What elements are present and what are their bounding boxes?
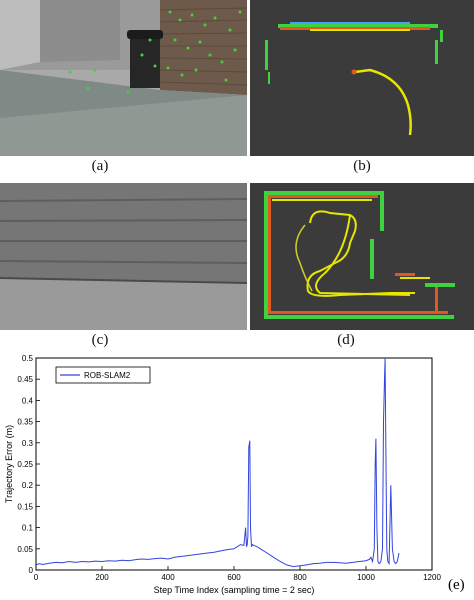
x-tick-label: 0 xyxy=(34,573,39,582)
x-tick-label: 1000 xyxy=(357,573,375,582)
y-axis-ticks: 0 0.05 0.1 0.15 0.2 0.25 0.3 0.35 0.4 0.45 0.5 xyxy=(17,354,40,575)
caption-b: (b) xyxy=(353,158,371,174)
panel-d-map-view xyxy=(250,183,474,330)
y-tick-label: 0.1 xyxy=(22,524,34,533)
map-view-d-image xyxy=(250,183,474,330)
x-tick-label: 1200 xyxy=(423,573,441,582)
y-tick-label: 0.25 xyxy=(17,460,33,469)
series-line-rob-slam2 xyxy=(35,357,400,568)
y-tick-label: 0.2 xyxy=(22,481,34,490)
map-view-b-image xyxy=(250,0,474,156)
caption-e: (e) xyxy=(448,577,465,593)
caption-c: (c) xyxy=(91,332,109,348)
y-tick-label: 0.4 xyxy=(22,396,34,405)
panel-c-camera-view xyxy=(0,183,247,330)
y-tick-label: 0.35 xyxy=(17,418,33,427)
legend-box xyxy=(55,366,151,384)
x-tick-label: 400 xyxy=(161,573,175,582)
y-tick-label: 0.5 xyxy=(22,354,34,363)
plot-area xyxy=(35,357,433,571)
x-tick-label: 800 xyxy=(293,573,307,582)
chart-e-trajectory-error: 0 0.05 0.1 0.15 0.2 0.25 0.3 0.35 0.4 0.45 0.5 0 20… xyxy=(4,354,465,595)
camera-view-a-image xyxy=(0,0,247,156)
x-axis-ticks: 0 200 400 600 800 1000 1200 xyxy=(34,566,441,582)
y-tick-label: 0.3 xyxy=(22,439,34,448)
y-tick-label: 0 xyxy=(29,566,34,575)
panel-b-map-view xyxy=(250,0,474,156)
y-tick-label: 0.05 xyxy=(17,545,33,554)
y-tick-label: 0.45 xyxy=(17,375,33,384)
caption-a: (a) xyxy=(91,158,109,174)
camera-view-c-image xyxy=(0,183,247,330)
x-axis-label: Step Time Index (sampling time = 2 sec) xyxy=(154,585,315,595)
caption-d: (d) xyxy=(337,332,355,348)
y-tick-label: 0.15 xyxy=(17,502,33,511)
legend-label: ROB-SLAM2 xyxy=(84,371,131,380)
x-tick-label: 200 xyxy=(95,573,109,582)
x-tick-label: 600 xyxy=(227,573,241,582)
y-axis-label: Trajectory Error (m) xyxy=(4,425,14,503)
panel-a-camera-view xyxy=(0,0,247,156)
legend: ROB-SLAM2 xyxy=(55,366,151,384)
